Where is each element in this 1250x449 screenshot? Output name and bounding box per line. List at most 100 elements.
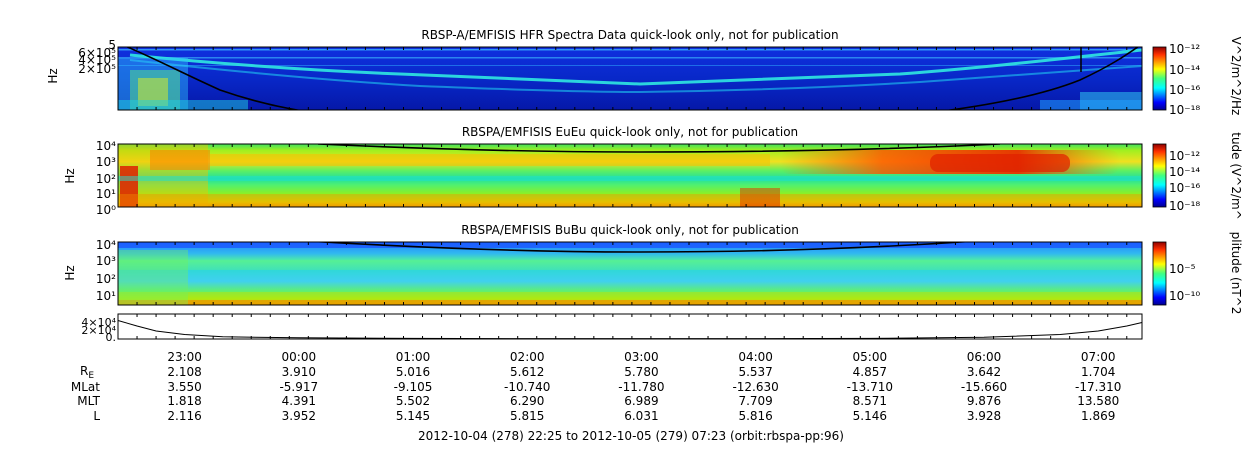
ephemeris-value: 2.116 — [167, 409, 201, 423]
panel1-frame — [117, 46, 1143, 111]
panel3-yaxis: 10⁴ 10³ 10² 10¹ Hz — [63, 238, 116, 303]
ephemeris-value: 8.571 — [853, 394, 887, 408]
panel3-ylabel: Hz — [63, 265, 77, 280]
panel3-title: RBSPA/EMFISIS BuBu quick-look only, not … — [461, 223, 799, 237]
panel4-yaxis: 4×10⁴ 2×10⁴ 0. — [81, 316, 116, 344]
x-tick-label: 07:00 — [1081, 350, 1116, 364]
panel3-ytick-label: 10⁴ — [96, 238, 116, 252]
ephemeris-value: 6.989 — [624, 394, 658, 408]
x-tick-label: 05:00 — [853, 350, 888, 364]
ephemeris-value: 3.952 — [282, 409, 316, 423]
ephemeris-value: 5.815 — [510, 409, 544, 423]
panel4-frame — [117, 313, 1143, 340]
panel3-cbar-label: plitude (nT^2 — [1229, 232, 1243, 315]
panel1-cbar-tick: 10⁻¹⁴ — [1169, 63, 1200, 77]
ephemeris-value: -5.917 — [279, 380, 318, 394]
row-label-re-sub: E — [88, 371, 94, 381]
panel3-cbar-tick: 10⁻¹⁰ — [1169, 289, 1200, 303]
ephemeris-value: 1.869 — [1081, 409, 1115, 423]
x-tick-label: 03:00 — [624, 350, 659, 364]
row-label-re-main: R — [80, 364, 88, 378]
ephemeris-value: 1.704 — [1081, 365, 1115, 379]
ephemeris-value: 6.031 — [624, 409, 658, 423]
panel1-ytick-label: 6×10⁵ — [78, 46, 116, 60]
panel2-ytick-label: 10⁴ — [96, 139, 116, 153]
ephemeris-value: -11.780 — [618, 380, 664, 394]
x-tick-label: 04:00 — [738, 350, 773, 364]
panel2-ytick-label: 10¹ — [96, 187, 116, 201]
ephemeris-value: 5.612 — [510, 365, 544, 379]
ephemeris-value: 9.876 — [967, 394, 1001, 408]
ephemeris-value: 5.145 — [396, 409, 430, 423]
x-tick-label: 01:00 — [396, 350, 431, 364]
ephemeris-value: 5.816 — [738, 409, 772, 423]
panel2-cbar-tick: 10⁻¹² — [1169, 149, 1200, 163]
row-label-re: RE — [80, 364, 94, 381]
x-tick-label: 00:00 — [282, 350, 317, 364]
ephemeris-value: 5.146 — [853, 409, 887, 423]
panel1-ytick-label: 4×10⁵ — [78, 53, 116, 67]
panel3-ytick-label: 10³ — [96, 254, 116, 268]
row-labels: RE MLat MLT L — [71, 364, 101, 423]
panel2-cbar-tick: 10⁻¹⁴ — [1169, 165, 1200, 179]
panel2-frame — [117, 143, 1143, 208]
panel3-colorbar — [1152, 241, 1167, 306]
ephemeris-value: -17.310 — [1075, 380, 1121, 394]
ephemeris-value: -10.740 — [504, 380, 550, 394]
ephemeris-value: -13.710 — [847, 380, 893, 394]
panel2-title: RBSPA/EMFISIS EuEu quick-look only, not … — [462, 125, 798, 139]
panel2-cbar-tick: 10⁻¹⁶ — [1169, 181, 1200, 195]
panel4-ytick-label: 0. — [106, 331, 117, 344]
panel1-colorbar — [1152, 46, 1167, 111]
ephemeris-value: 3.928 — [967, 409, 1001, 423]
ephemeris-value: 5.780 — [624, 365, 658, 379]
row-label-l: L — [93, 409, 100, 423]
ephemeris-value: 3.550 — [167, 380, 201, 394]
ephemeris-value: 5.537 — [738, 365, 772, 379]
panel2-cbar-tick: 10⁻¹⁸ — [1169, 199, 1200, 213]
panel1-cbar-label: V^2/m^2/Hz — [1229, 37, 1243, 116]
ephemeris-value: 1.818 — [167, 394, 201, 408]
panel1-yaxis: 5 6×10⁵ 4×10⁵ 2×10⁵ Hz — [46, 38, 116, 84]
ephemeris-value: -9.105 — [394, 380, 433, 394]
ephemeris-value: 2.108 — [167, 365, 201, 379]
panel3-spectrogram — [118, 242, 1142, 305]
panel3-cbar-tick: 10⁻⁵ — [1169, 262, 1196, 276]
ephemeris-value: 13.580 — [1077, 394, 1119, 408]
x-tick-label: 02:00 — [510, 350, 545, 364]
panel2-ylabel: Hz — [63, 168, 77, 183]
panel1-cbar-tick: 10⁻¹⁶ — [1169, 83, 1200, 97]
panel4-line — [117, 320, 1143, 340]
ephemeris-value: -12.630 — [732, 380, 778, 394]
ephemeris-value: 6.290 — [510, 394, 544, 408]
ephemeris-value: -15.660 — [961, 380, 1007, 394]
ephemeris-value: 4.857 — [853, 365, 887, 379]
panel1-title: RBSP-A/EMFISIS HFR Spectra Data quick-lo… — [421, 28, 838, 42]
panel1-ylabel: Hz — [46, 68, 60, 83]
panel1-cbar-tick: 10⁻¹⁸ — [1169, 103, 1200, 117]
x-tick-label: 06:00 — [967, 350, 1002, 364]
ephemeris-value: 3.910 — [282, 365, 316, 379]
x-tick-label: 23:00 — [167, 350, 202, 364]
panel3-ytick-label: 10¹ — [96, 289, 116, 303]
panel1-ytick-label: 2×10⁵ — [78, 62, 116, 76]
panel2-cbar-label: tude (V^2/m^ — [1229, 132, 1243, 220]
x-axis-ticks — [117, 47, 1128, 339]
ephemeris-value: 5.502 — [396, 394, 430, 408]
panel4-ytick-label: 2×10⁴ — [81, 324, 116, 337]
panel3-frame — [117, 241, 1143, 306]
ephemeris-value: 4.391 — [282, 394, 316, 408]
panel1-cbar-tick: 10⁻¹² — [1169, 42, 1200, 56]
panel2-spectrogram — [118, 144, 1142, 207]
panel2-ytick-label: 10³ — [96, 155, 116, 169]
panel4-ytick-label: 4×10⁴ — [81, 316, 116, 329]
ephemeris-value: 7.709 — [738, 394, 772, 408]
panel2-colorbar — [1152, 143, 1167, 208]
panel4-line-series — [117, 320, 1143, 340]
panel2-yaxis: 10⁴ 10³ 10² 10¹ 10⁰ Hz — [63, 139, 116, 217]
panel1-spectrogram — [118, 47, 1142, 110]
row-label-mlat: MLat — [71, 380, 100, 394]
panel2-ytick-label: 10⁰ — [96, 203, 116, 217]
